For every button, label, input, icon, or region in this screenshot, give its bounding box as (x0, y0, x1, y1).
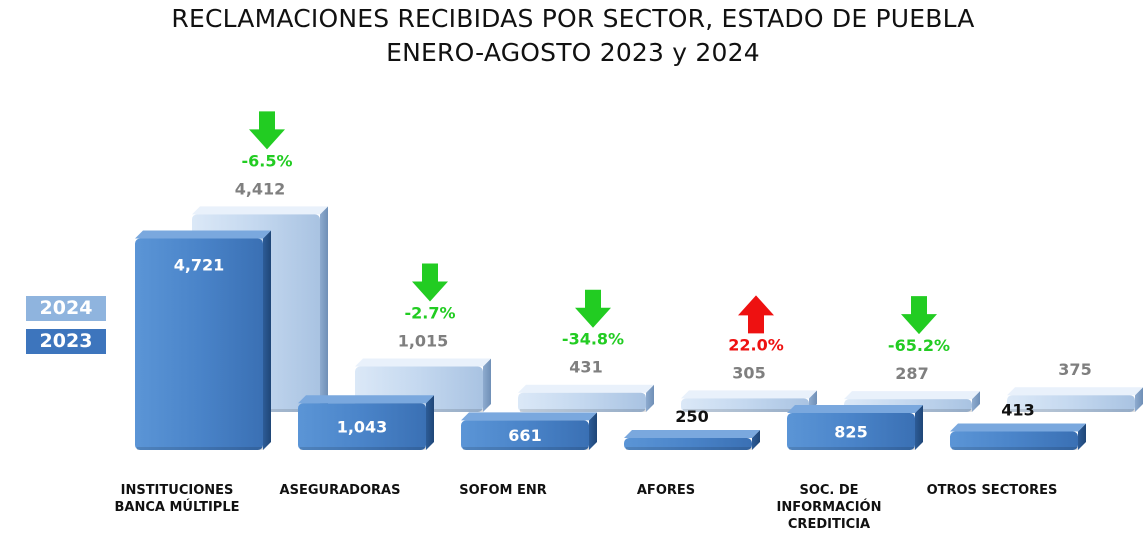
category-label-4: SOC. DE INFORMACIÓN CREDITICIA (777, 483, 882, 532)
change-label-2: -34.8% (562, 330, 624, 349)
chart-title: RECLAMACIONES RECIBIDAS POR SECTOR, ESTA… (171, 4, 975, 33)
category-label-1: ASEGURADORAS (280, 483, 401, 498)
category-label-3: AFORES (637, 483, 695, 498)
arrow-down-icon (575, 289, 611, 328)
value-label-2023-4: 825 (834, 423, 867, 442)
change-label-3: 22.0% (728, 335, 784, 354)
value-label-2024-0: 4,412 (235, 179, 286, 198)
value-label-2024-4: 287 (895, 364, 928, 383)
value-label-2023-2: 661 (508, 426, 541, 445)
bar-2023-2 (461, 412, 597, 450)
arrow-down-icon (901, 296, 937, 335)
value-label-2024-1: 1,015 (398, 332, 449, 351)
value-label-2023-3: 250 (675, 407, 708, 426)
bar-2023-5 (950, 423, 1086, 450)
arrow-down-icon (412, 263, 448, 302)
value-label-2023-5: 413 (1001, 400, 1034, 419)
legend-2023: 2023 (26, 329, 106, 354)
arrow-down-icon (249, 111, 285, 150)
value-label-2024-3: 305 (732, 363, 765, 382)
bar-2024-2 (518, 384, 654, 412)
category-label-5: OTROS SECTORES (927, 483, 1058, 498)
arrow-up-icon (738, 295, 774, 334)
bar-2023-4 (787, 405, 923, 450)
value-label-2024-2: 431 (569, 358, 602, 377)
legend-2024: 2024 (26, 296, 106, 321)
bar-2023-0 (135, 230, 271, 450)
change-label-4: -65.2% (888, 336, 950, 355)
bar-2024-3 (681, 390, 817, 412)
value-label-2023-0: 4,721 (174, 255, 225, 274)
chart-subtitle: ENERO-AGOSTO 2023 y 2024 (386, 38, 760, 67)
bar-2023-3 (624, 430, 760, 450)
value-label-2024-5: 375 (1058, 360, 1091, 379)
bar-2024-5 (1007, 387, 1143, 412)
change-label-0: -6.5% (241, 151, 292, 170)
value-label-2023-1: 1,043 (337, 418, 388, 437)
category-label-0: INSTITUCIONES BANCA MÚLTIPLE (115, 483, 240, 515)
change-label-1: -2.7% (404, 304, 455, 323)
category-label-2: SOFOM ENR (459, 483, 547, 498)
bar-2023-1 (298, 395, 434, 450)
